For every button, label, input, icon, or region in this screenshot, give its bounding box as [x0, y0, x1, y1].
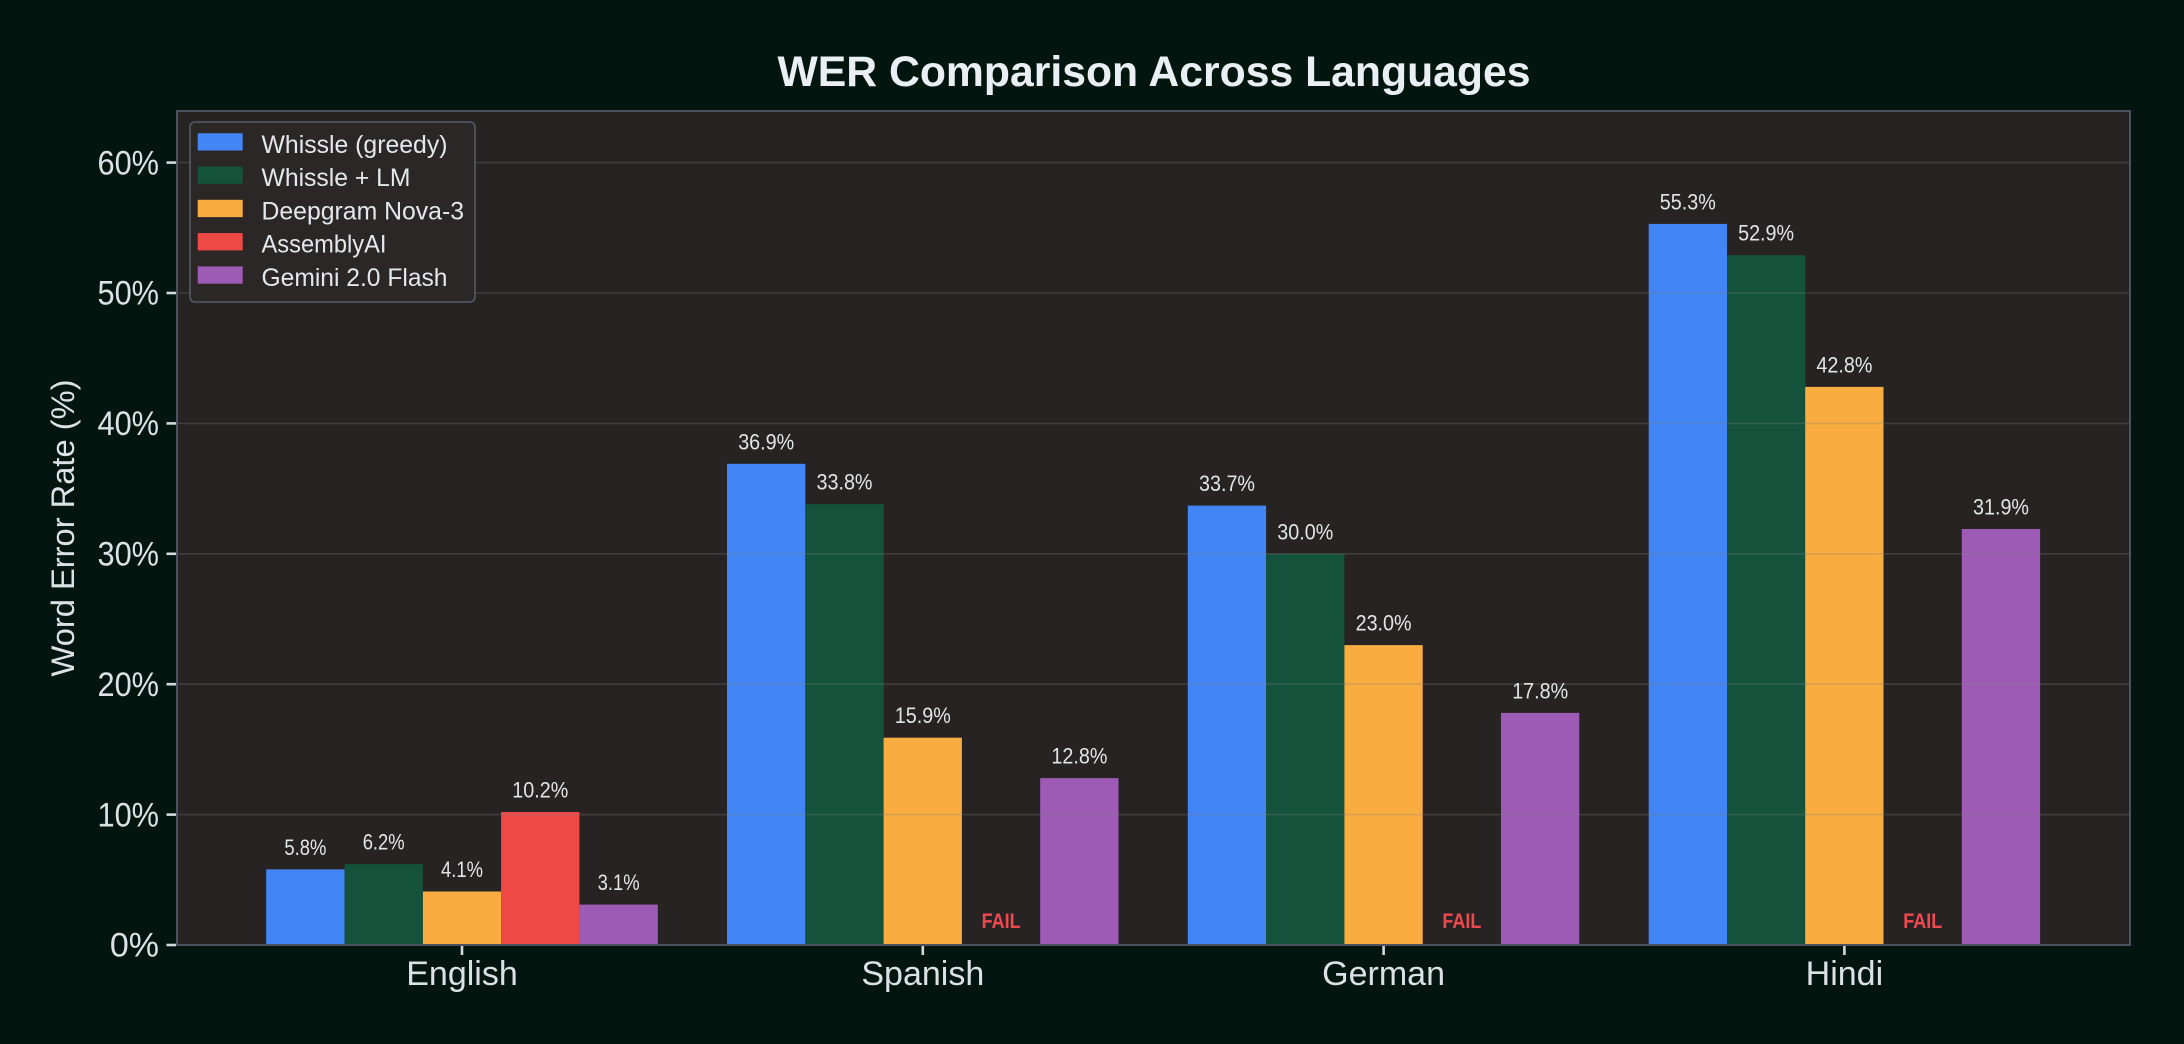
- svg-text:10.2%: 10.2%: [512, 778, 568, 803]
- svg-text:55.3%: 55.3%: [1660, 189, 1716, 214]
- svg-text:English: English: [406, 955, 518, 993]
- svg-text:20%: 20%: [98, 666, 160, 704]
- svg-text:31.9%: 31.9%: [1973, 495, 2029, 520]
- svg-text:60%: 60%: [98, 144, 160, 182]
- svg-text:52.9%: 52.9%: [1738, 221, 1794, 246]
- svg-text:Whissle + LM: Whissle + LM: [262, 164, 411, 192]
- svg-text:42.8%: 42.8%: [1816, 352, 1872, 377]
- svg-text:Spanish: Spanish: [861, 955, 984, 993]
- svg-text:AssemblyAI: AssemblyAI: [262, 231, 387, 259]
- svg-text:WER Comparison Across Language: WER Comparison Across Languages: [778, 48, 1531, 96]
- svg-text:FAIL: FAIL: [1903, 910, 1942, 933]
- svg-text:6.2%: 6.2%: [363, 830, 405, 855]
- svg-text:German: German: [1322, 955, 1445, 993]
- svg-text:30.0%: 30.0%: [1277, 519, 1333, 544]
- svg-text:3.1%: 3.1%: [598, 870, 640, 895]
- svg-text:FAIL: FAIL: [1442, 910, 1481, 933]
- svg-text:12.8%: 12.8%: [1051, 744, 1107, 769]
- svg-text:10%: 10%: [98, 796, 160, 834]
- svg-text:33.7%: 33.7%: [1199, 471, 1255, 496]
- svg-text:17.8%: 17.8%: [1512, 678, 1568, 703]
- svg-text:36.9%: 36.9%: [738, 429, 794, 454]
- svg-text:Hindi: Hindi: [1806, 955, 1883, 993]
- svg-text:Whissle (greedy): Whissle (greedy): [262, 131, 448, 159]
- svg-text:Word Error Rate (%): Word Error Rate (%): [45, 380, 81, 677]
- svg-text:Gemini 2.0 Flash: Gemini 2.0 Flash: [262, 264, 448, 292]
- svg-text:30%: 30%: [98, 536, 160, 574]
- svg-text:50%: 50%: [98, 275, 160, 313]
- svg-text:40%: 40%: [98, 405, 160, 443]
- svg-text:15.9%: 15.9%: [895, 703, 951, 728]
- svg-text:0%: 0%: [110, 927, 159, 965]
- svg-text:Deepgram Nova-3: Deepgram Nova-3: [262, 197, 465, 225]
- svg-text:5.8%: 5.8%: [284, 835, 326, 860]
- svg-text:33.8%: 33.8%: [817, 470, 873, 495]
- svg-text:4.1%: 4.1%: [441, 857, 483, 882]
- svg-text:23.0%: 23.0%: [1356, 611, 1412, 636]
- svg-text:FAIL: FAIL: [982, 910, 1021, 933]
